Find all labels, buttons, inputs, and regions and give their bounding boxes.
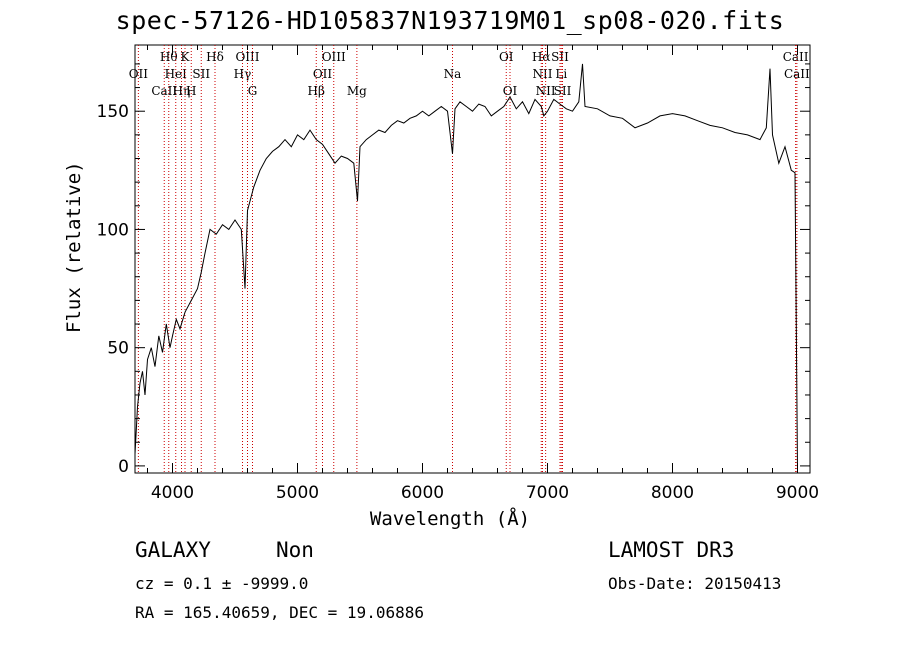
x-axis-label: Wavelength (Å) [369, 508, 531, 530]
x-tick-label-4: 8000 [651, 483, 694, 503]
x-tick-label-0: 4000 [151, 483, 194, 503]
line-label-20: NII [533, 67, 553, 81]
line-label-26: CaII [784, 67, 810, 81]
y-axis-label: Flux (relative) [63, 161, 85, 333]
line-label-2: Hθ [160, 50, 178, 64]
line-label-17: OI [499, 50, 514, 64]
line-label-6: H [186, 84, 196, 98]
line-label-4: Hη [173, 84, 191, 98]
line-label-7: SII [192, 67, 210, 81]
line-label-25: CaII [783, 50, 809, 64]
line-label-15: Mg [347, 84, 367, 98]
line-label-9: Hγ [234, 67, 252, 81]
line-label-8: Hδ [206, 50, 224, 64]
line-label-3: HeI [165, 67, 188, 81]
plot-frame [134, 44, 811, 474]
line-label-5: K [181, 50, 191, 64]
y-tick-label-2: 100 [97, 220, 129, 240]
line-label-22: SII [551, 50, 569, 64]
line-label-11: G [248, 84, 258, 98]
object-subclass: Non [276, 538, 314, 562]
survey-label: LAMOST DR3 [608, 538, 735, 562]
x-tick-label-3: 7000 [526, 483, 569, 503]
y-tick-label-1: 50 [107, 339, 129, 359]
redshift-cz: cz = 0.1 ± -9999.0 [135, 574, 309, 593]
coordinates: RA = 165.40659, DEC = 19.06886 [135, 603, 424, 622]
spectrum-series [134, 63, 798, 471]
line-label-16: Na [444, 67, 462, 81]
chart-title: spec-57126-HD105837N193719M01_sp08-020.f… [115, 6, 785, 35]
line-label-23: Li [555, 67, 567, 81]
obs-date: Obs-Date: 20150413 [608, 574, 782, 593]
y-tick-label-0: 0 [118, 457, 129, 477]
line-label-24: SII [554, 84, 572, 98]
line-label-0: OII [129, 67, 149, 81]
line-label-21: NII [536, 84, 556, 98]
line-label-18: OI [503, 84, 518, 98]
line-label-12: Hβ [308, 84, 325, 98]
x-tick-label-5: 9000 [776, 483, 819, 503]
line-label-1: CaII [151, 84, 177, 98]
x-tick-label-1: 5000 [276, 483, 319, 503]
line-label-10: OIII [235, 50, 259, 64]
line-label-14: OIII [322, 50, 346, 64]
x-tick-label-2: 6000 [401, 483, 444, 503]
y-tick-label-3: 150 [97, 102, 129, 122]
object-class: GALAXY [135, 538, 211, 562]
line-label-13: OII [313, 67, 333, 81]
